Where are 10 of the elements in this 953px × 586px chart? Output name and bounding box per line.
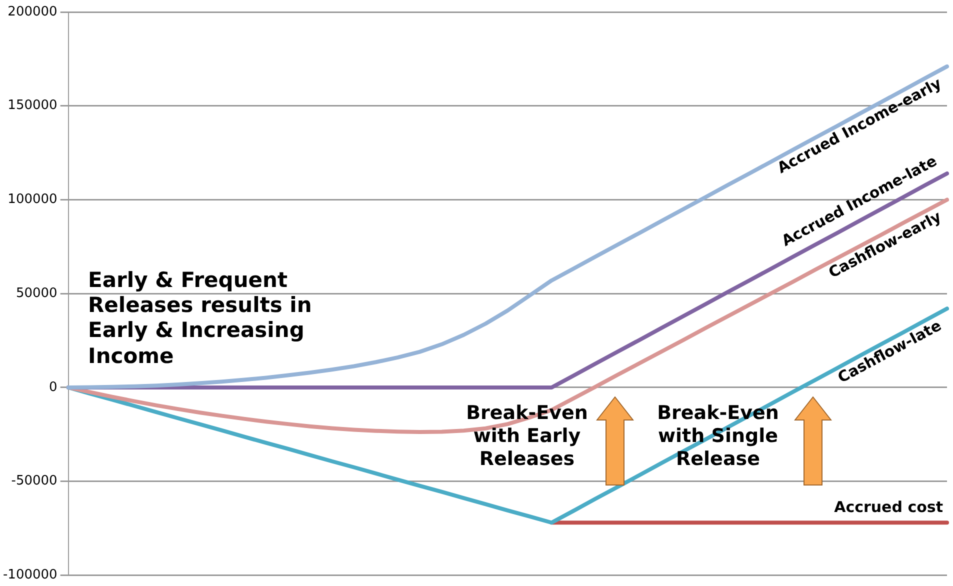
annotation: Break-Even with Early Releases xyxy=(465,402,589,470)
y-tick-label: 0 xyxy=(49,380,58,395)
y-tick-label: 100000 xyxy=(8,192,58,208)
y-tick-label: -50000 xyxy=(11,474,58,489)
annotation: Early & Frequent Releases results in Early & Increasing Income xyxy=(88,268,313,369)
y-tick-label: 50000 xyxy=(16,286,58,301)
y-tick-label: -100000 xyxy=(2,568,58,583)
series-label: Accrued cost xyxy=(834,498,943,516)
y-tick-label: 150000 xyxy=(8,98,58,114)
y-tick-label: 200000 xyxy=(8,4,58,20)
